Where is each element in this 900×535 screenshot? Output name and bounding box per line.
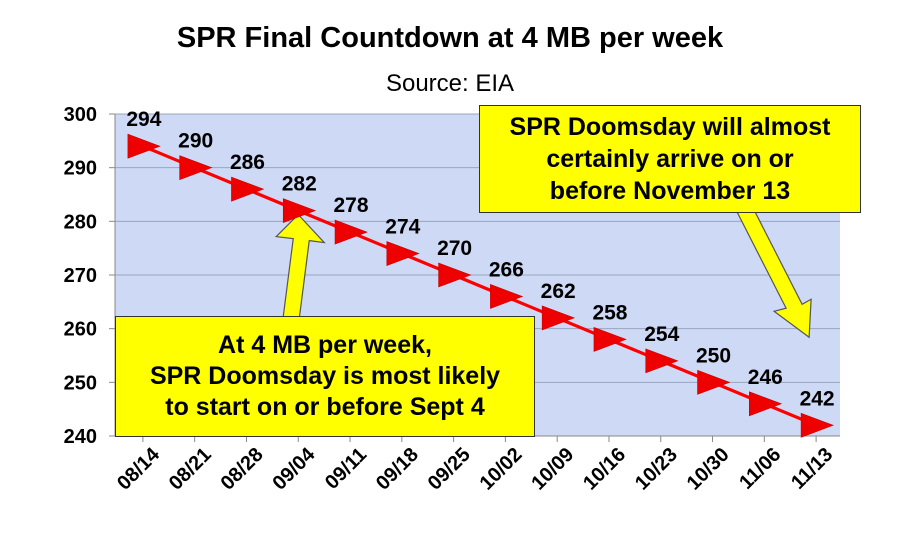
data-point-marker: [490, 284, 524, 309]
data-point-marker: [438, 262, 472, 288]
data-point-marker: [231, 176, 265, 202]
x-tick-label: 08/14: [113, 443, 165, 495]
data-label: 254: [644, 323, 679, 346]
x-tick-label: 10/09: [527, 444, 578, 495]
data-label: 282: [282, 173, 317, 196]
data-label: 286: [230, 151, 265, 174]
y-tick-label: 250: [64, 372, 97, 394]
x-tick-label: 09/04: [268, 443, 320, 495]
chart-subtitle: Source: EIA: [385, 70, 515, 97]
y-tick-label: 240: [64, 426, 97, 448]
x-tick-label: 09/18: [372, 444, 423, 495]
data-label: 258: [592, 301, 627, 324]
x-tick-label: 11/06: [735, 444, 785, 494]
x-tick-label: 09/11: [321, 444, 371, 494]
data-label: 270: [437, 237, 472, 260]
y-tick-label: 260: [64, 319, 97, 341]
data-point-marker: [697, 369, 731, 395]
y-tick-label: 270: [64, 265, 97, 287]
x-tick-label: 10/30: [683, 444, 734, 495]
data-label: 290: [178, 130, 213, 153]
data-point-marker: [386, 241, 420, 266]
data-point-marker: [334, 219, 368, 245]
data-label: 250: [696, 344, 731, 367]
callout-left: At 4 MB per week, SPR Doomsday is most l…: [115, 316, 535, 437]
data-point-marker: [800, 412, 834, 438]
data-label: 246: [748, 366, 783, 389]
chart-title: SPR Final Countdown at 4 MB per week: [176, 22, 724, 54]
data-label: 278: [334, 194, 369, 217]
data-point-marker: [179, 155, 213, 181]
data-labels: 294 290 286 282 278 274 270 266 262 258 254 250 246 2…: [126, 108, 834, 410]
callout-right-text: SPR Doomsday will almost certainly arriv…: [509, 113, 831, 205]
callout-arrows: [274, 197, 812, 339]
data-point-marker: [127, 133, 161, 159]
callout-left-text: At 4 MB per week, SPR Doomsday is most l…: [149, 331, 501, 421]
x-tick-label: 10/23: [631, 444, 682, 495]
x-tick-label: 08/21: [165, 444, 216, 495]
x-tick-label: 10/16: [579, 444, 630, 495]
data-point-marker: [645, 348, 679, 374]
data-label: 262: [541, 280, 576, 303]
data-label: 294: [126, 108, 161, 131]
series: [127, 133, 834, 438]
data-point-marker: [593, 326, 627, 352]
data-label: 274: [385, 216, 420, 239]
x-tick-label: 10/02: [476, 444, 527, 495]
y-tick-label: 280: [64, 211, 97, 233]
data-point-marker: [282, 198, 317, 224]
data-point-marker: [749, 391, 783, 417]
x-tick-label: 08/28: [217, 444, 268, 495]
y-tick-label: 300: [64, 104, 97, 126]
callout-right: SPR Doomsday will almost certainly arriv…: [479, 105, 861, 213]
y-tick-label: 290: [64, 158, 97, 180]
x-tick-labels: 08/14 08/21 08/28 09/04 09/11 09/18 09/25 10/02…: [113, 443, 837, 495]
y-tick-labels: 240 250 260 270 280 290 300: [64, 104, 97, 448]
data-label: 242: [800, 387, 835, 410]
x-tick-label: 11/13: [787, 444, 837, 494]
data-label: 266: [489, 258, 524, 281]
data-point-marker: [541, 305, 576, 331]
x-tick-label: 09/25: [424, 444, 475, 495]
